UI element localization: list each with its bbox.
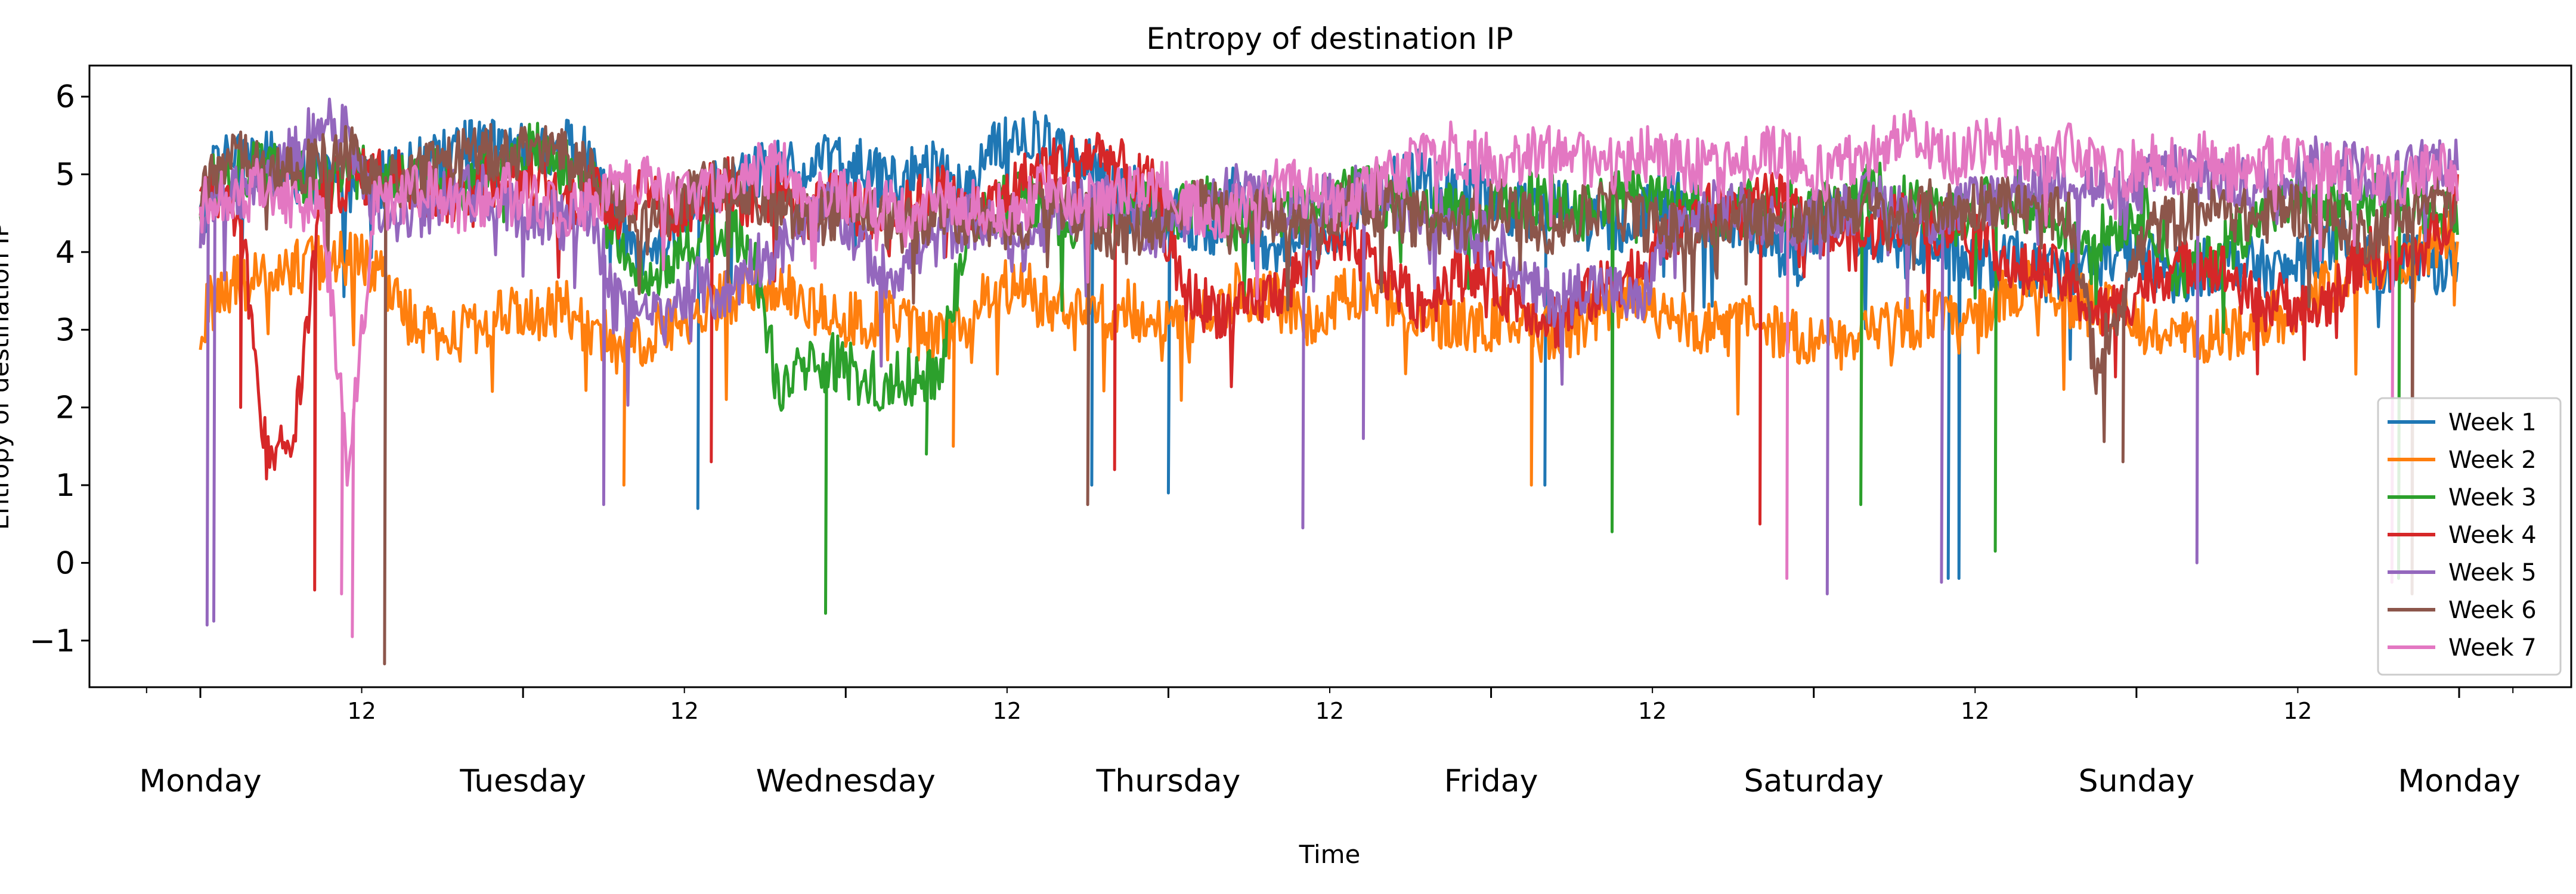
legend: Week 1 Week 2 Week 3 Week 4 Week 5 Week 6 Week… xyxy=(2377,397,2562,676)
x-minor-label: 12 xyxy=(993,698,1021,724)
y-tick-label: 4 xyxy=(55,235,75,271)
series-line-week-2 xyxy=(199,206,2459,487)
legend-label: Week 1 xyxy=(2448,409,2537,436)
x-day-label: Sunday xyxy=(2079,763,2195,799)
series-line-week-7 xyxy=(199,110,2459,638)
x-minor-label: 12 xyxy=(1961,698,1989,724)
series-line-week-6 xyxy=(199,123,2459,666)
x-minor-label: 12 xyxy=(347,698,376,724)
x-day-label: Wednesday xyxy=(756,763,936,799)
x-minor-label: 12 xyxy=(670,698,699,724)
legend-label: Week 3 xyxy=(2448,484,2537,511)
y-tick-label: 2 xyxy=(55,390,75,426)
legend-label: Week 4 xyxy=(2448,522,2537,549)
x-minor-label: 12 xyxy=(1315,698,1344,724)
legend-box xyxy=(2377,397,2562,676)
x-minor-label: 12 xyxy=(1638,698,1667,724)
series-layer xyxy=(199,97,2459,666)
y-tick-label: 6 xyxy=(55,79,75,115)
y-tick-label: −1 xyxy=(29,623,75,659)
chart-title: Entropy of destination IP xyxy=(1146,21,1513,56)
y-tick-label: 0 xyxy=(55,545,75,581)
x-day-label: Tuesday xyxy=(459,763,586,799)
y-tick-label: 5 xyxy=(55,157,75,193)
plot-area xyxy=(88,64,2572,688)
legend-label: Week 6 xyxy=(2448,597,2537,624)
legend-label: Week 5 xyxy=(2448,559,2537,586)
x-day-label: Friday xyxy=(1444,763,1538,799)
x-day-label: Thursday xyxy=(1096,763,1241,799)
y-axis-label: Entropy of destination IP xyxy=(0,222,14,530)
x-minor-label: 12 xyxy=(2283,698,2312,724)
x-day-label: Monday xyxy=(2398,763,2520,799)
legend-label: Week 2 xyxy=(2448,446,2537,474)
y-tick-label: 3 xyxy=(55,312,75,348)
series-line-week-5 xyxy=(199,97,2459,627)
x-day-label: Saturday xyxy=(1744,763,1884,799)
x-axis-label: Time xyxy=(1299,840,1361,869)
x-axis: Monday Tuesday Wednesday Thursday Friday Satu… xyxy=(139,687,2521,799)
y-tick-label: 1 xyxy=(55,468,75,504)
legend-label: Week 7 xyxy=(2448,634,2537,662)
x-day-label: Monday xyxy=(139,763,261,799)
y-axis: −1 0 1 2 3 4 5 6 xyxy=(29,79,89,659)
